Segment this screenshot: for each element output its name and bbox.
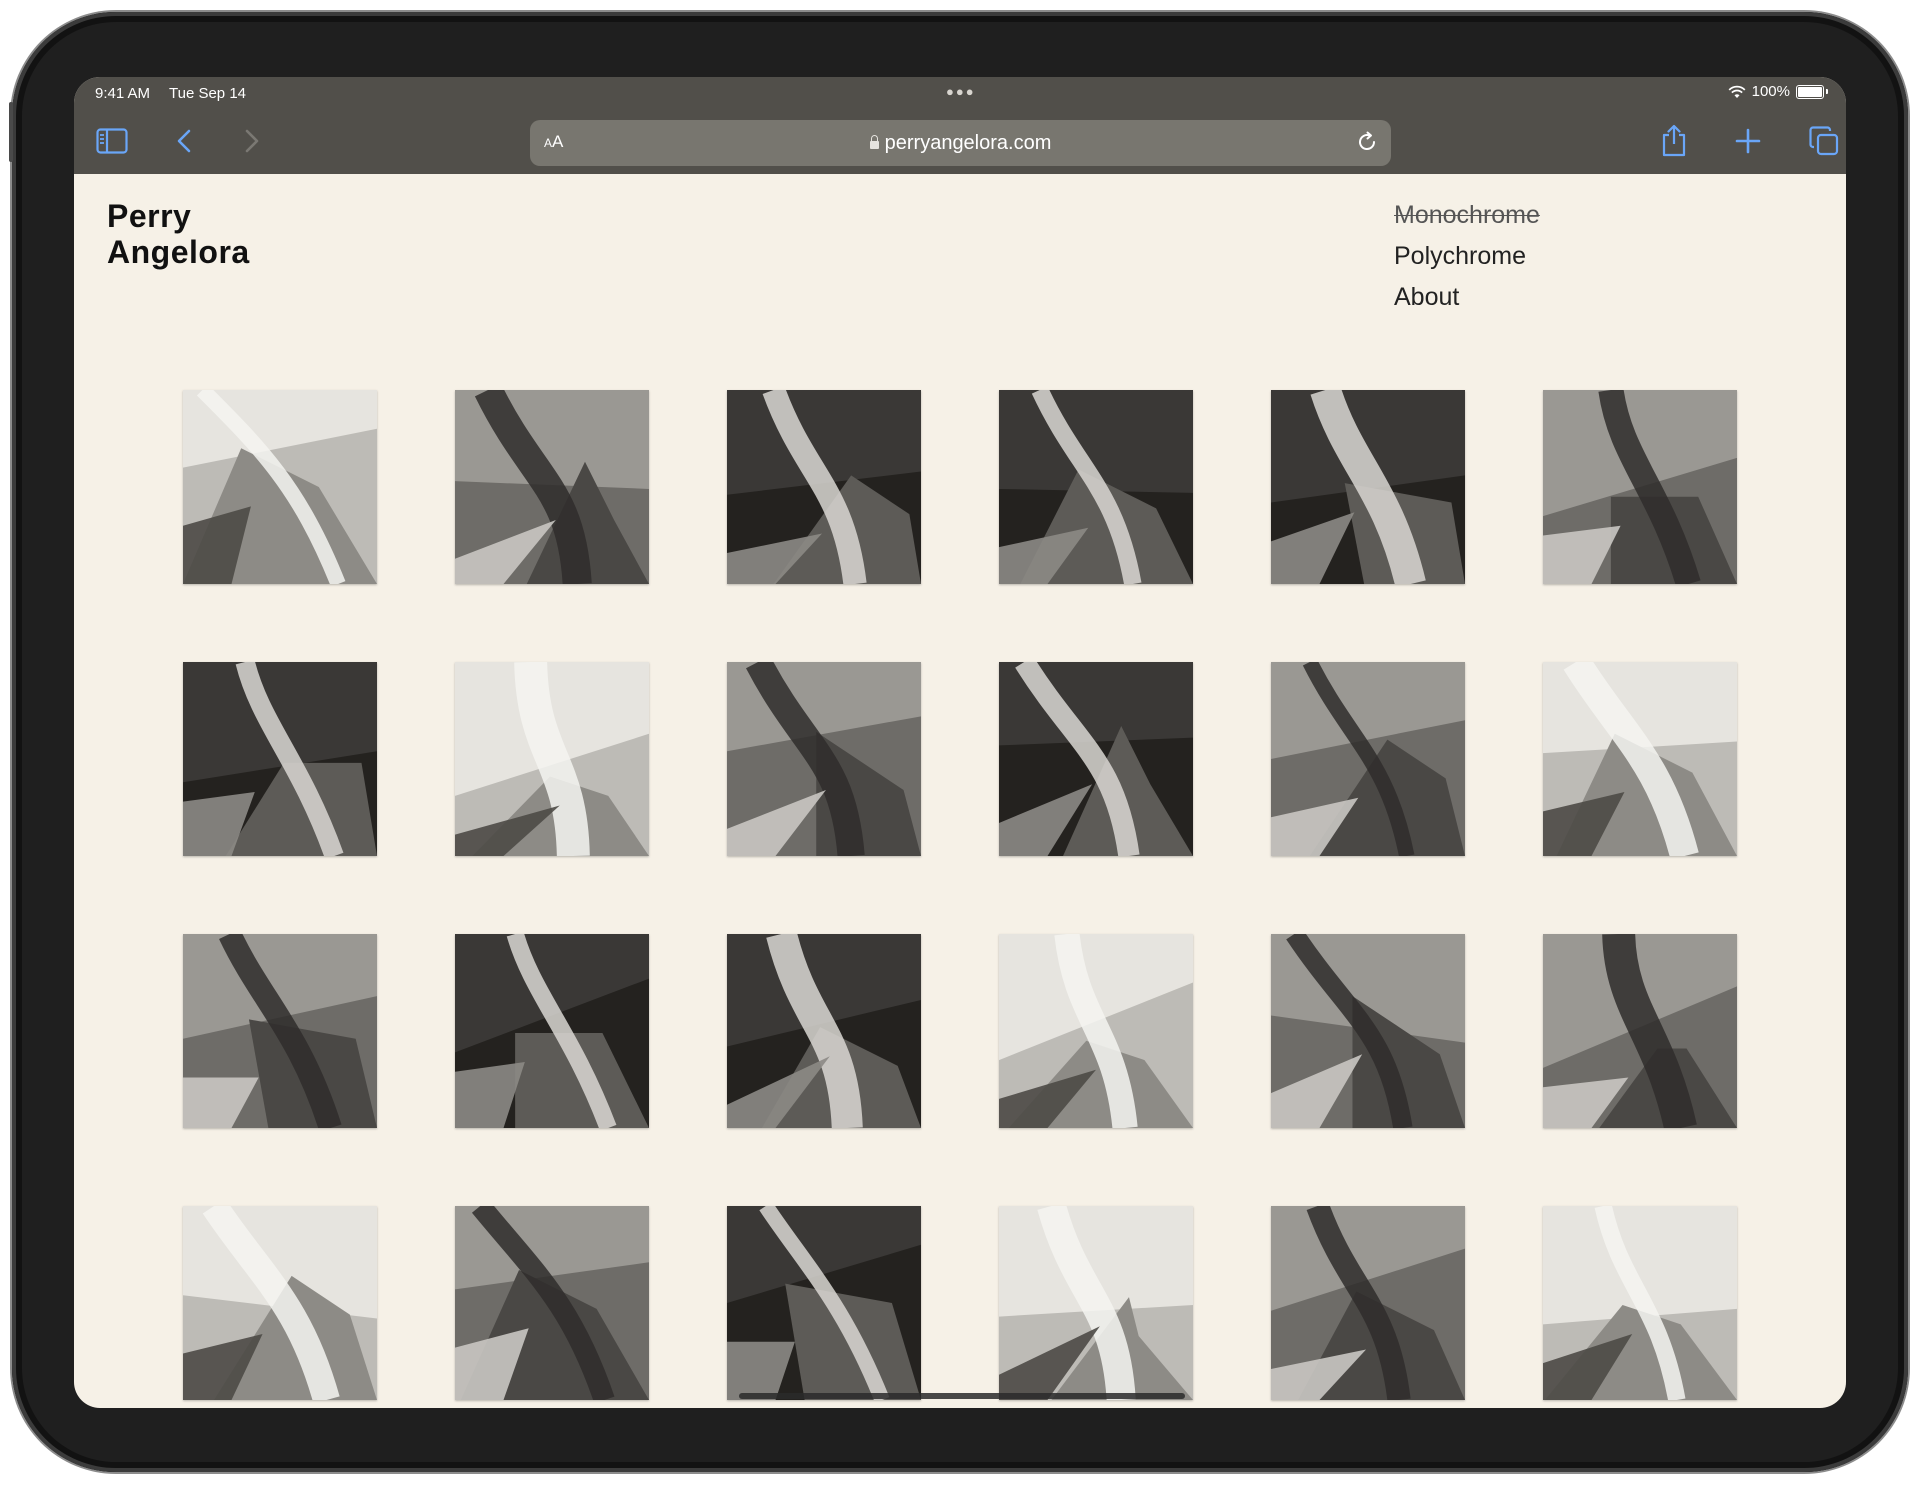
status-bar: 9:41 AM Tue Sep 14 ●●● 100%: [74, 77, 1846, 107]
nav-polychrome[interactable]: Polychrome: [1394, 242, 1526, 270]
site-navigation: Monochrome Polychrome About: [1394, 196, 1564, 319]
artwork-figure-white-stream[interactable]: [727, 934, 921, 1128]
artwork-rock-burst[interactable]: [727, 1206, 921, 1400]
artwork-hillside-panel[interactable]: [455, 662, 649, 856]
artwork-white-spikes[interactable]: [727, 390, 921, 584]
status-time: 9:41 AM: [95, 85, 151, 102]
wifi-icon: [1728, 85, 1746, 98]
url-text: perryangelora.com: [884, 132, 1052, 154]
nav-monochrome[interactable]: Monochrome: [1394, 201, 1540, 229]
web-page: Perry Angelora Monochrome Polychrome Abo…: [74, 174, 1846, 1408]
artwork-planter-trees[interactable]: [1543, 934, 1737, 1128]
reload-icon[interactable]: [1355, 130, 1379, 154]
artwork-house-forest[interactable]: [727, 662, 921, 856]
artwork-white-column-valley[interactable]: [999, 390, 1193, 584]
url-display[interactable]: perryangelora.com: [530, 132, 1391, 155]
text-size-button[interactable]: AA: [544, 132, 564, 151]
back-chevron-icon[interactable]: [166, 123, 202, 159]
artwork-fence-sky[interactable]: [183, 662, 377, 856]
artwork-tread-form[interactable]: [999, 1206, 1193, 1400]
battery-tip: [1826, 89, 1828, 94]
battery-percentage: 100%: [1751, 83, 1790, 100]
artwork-cabin-white-form[interactable]: [455, 1206, 649, 1400]
artwork-man-in-forest[interactable]: [1271, 390, 1465, 584]
multitasking-dots-icon[interactable]: ●●●: [946, 84, 976, 99]
ipad-screen: 9:41 AM Tue Sep 14 ●●● 100%: [74, 77, 1846, 1408]
battery-icon: [1796, 84, 1824, 99]
site-logo[interactable]: Perry Angelora: [107, 198, 250, 270]
artwork-window-garden[interactable]: [1271, 662, 1465, 856]
nav-about[interactable]: About: [1394, 283, 1460, 311]
share-icon[interactable]: [1656, 123, 1692, 159]
artwork-valley-rocks[interactable]: [183, 934, 377, 1128]
tabs-overview-icon[interactable]: [1806, 123, 1842, 159]
artwork-folded-slab-sea[interactable]: [1543, 662, 1737, 856]
artwork-collage-scene[interactable]: [999, 934, 1193, 1128]
status-right: 100%: [1728, 83, 1828, 100]
browser-toolbar: AA perryangelora.com: [74, 107, 1846, 174]
artwork-man-arms-raised[interactable]: [1271, 934, 1465, 1128]
artwork-folded-white-sheet[interactable]: [183, 390, 377, 584]
artwork-white-ribbon-trees[interactable]: [183, 1206, 377, 1400]
new-tab-plus-icon[interactable]: [1730, 123, 1766, 159]
artwork-mountain-branches[interactable]: [455, 390, 649, 584]
artwork-road-landscape[interactable]: [999, 662, 1193, 856]
address-bar[interactable]: AA perryangelora.com: [530, 120, 1391, 166]
side-button: [9, 102, 13, 162]
status-date: Tue Sep 14: [169, 85, 246, 102]
lock-icon: [869, 135, 879, 149]
sidebar-icon[interactable]: [94, 123, 130, 159]
home-indicator: [739, 1393, 1185, 1399]
artwork-kneeling-figure[interactable]: [455, 934, 649, 1128]
artwork-spiky-plants[interactable]: [1271, 1206, 1465, 1400]
artwork-smoke-trail[interactable]: [1543, 1206, 1737, 1400]
site-logo-line1: Perry: [107, 198, 192, 234]
nav-monochrome-wrap: Monochrome: [1378, 196, 1564, 237]
site-logo-line2: Angelora: [107, 234, 250, 270]
forward-chevron-icon[interactable]: [234, 123, 270, 159]
artwork-figure-raising-arms[interactable]: [1543, 390, 1737, 584]
